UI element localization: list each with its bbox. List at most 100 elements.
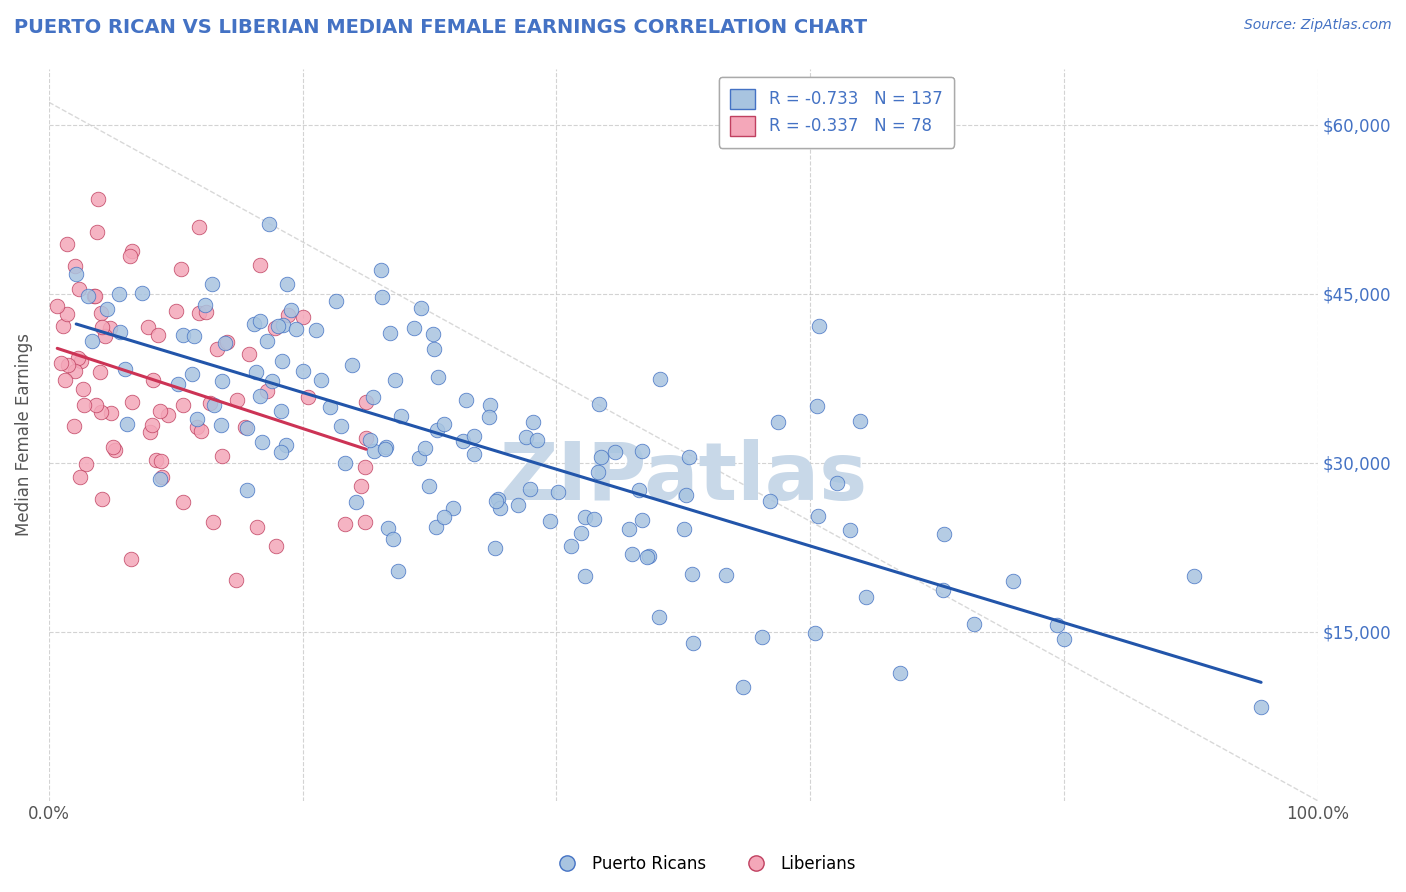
Point (370, 262, 392, 277)
Point (280, 302, 302, 317)
Point (344, 495, 367, 509)
Point (75, 457, 97, 471)
Point (291, 310, 314, 325)
Text: ZIPatlas: ZIPatlas (499, 440, 868, 517)
Point (107, 286, 129, 301)
Point (382, 533, 405, 547)
Text: PUERTO RICAN VS LIBERIAN MEDIAN FEMALE EARNINGS CORRELATION CHART: PUERTO RICAN VS LIBERIAN MEDIAN FEMALE E… (14, 18, 868, 37)
Point (418, 479, 440, 493)
Point (70, 353, 93, 368)
Point (340, 358, 363, 372)
Point (211, 417, 233, 432)
Point (131, 285, 153, 300)
Point (52, 318, 75, 333)
Point (519, 483, 541, 497)
Point (427, 370, 450, 384)
Point (98, 321, 121, 335)
Point (484, 541, 506, 555)
Point (1250, 699, 1272, 714)
Point (380, 326, 402, 340)
Point (371, 291, 394, 305)
Point (426, 423, 449, 437)
Point (648, 610, 671, 624)
Point (114, 361, 136, 376)
Point (333, 456, 356, 470)
Point (354, 394, 377, 409)
Point (72, 382, 94, 396)
Point (560, 539, 582, 553)
Point (115, 417, 138, 431)
Point (172, 494, 194, 508)
Point (515, 430, 537, 444)
Point (1053, 632, 1076, 647)
Point (238, 347, 260, 361)
Point (620, 548, 643, 562)
Point (456, 392, 478, 407)
Point (181, 368, 204, 382)
Point (138, 425, 160, 439)
Point (682, 636, 704, 650)
Point (236, 421, 259, 435)
Point (62, 418, 84, 433)
Point (65, 259, 87, 273)
Point (681, 566, 703, 581)
Point (264, 539, 287, 553)
Point (217, 334, 239, 349)
Point (963, 616, 986, 631)
Point (675, 488, 697, 502)
Point (319, 401, 342, 415)
Point (256, 384, 278, 398)
Point (101, 440, 124, 454)
Point (583, 512, 606, 526)
Point (266, 319, 288, 334)
Point (172, 327, 194, 342)
Point (605, 444, 627, 458)
Point (80, 334, 103, 348)
Point (305, 323, 328, 337)
Point (201, 277, 224, 292)
Point (86, 225, 108, 239)
Point (87, 193, 110, 207)
Point (733, 681, 755, 695)
Point (387, 564, 409, 578)
Point (141, 417, 163, 432)
Point (433, 510, 456, 524)
Point (285, 321, 308, 335)
Point (384, 373, 406, 387)
Point (934, 527, 956, 541)
Point (374, 442, 396, 457)
Point (138, 320, 160, 334)
Point (53, 373, 76, 387)
Point (100, 406, 122, 420)
Point (249, 389, 271, 403)
Point (408, 450, 430, 465)
Point (225, 574, 247, 588)
Point (631, 444, 654, 458)
Point (538, 514, 561, 528)
Point (374, 441, 396, 455)
Point (637, 549, 659, 563)
Point (363, 443, 385, 458)
Point (149, 404, 172, 418)
Point (1001, 574, 1024, 589)
Point (202, 516, 225, 530)
Point (83, 288, 105, 302)
Point (479, 399, 502, 413)
Point (270, 404, 292, 418)
Point (198, 396, 221, 410)
Point (236, 483, 259, 497)
Point (214, 335, 236, 350)
Point (276, 277, 298, 291)
Point (433, 417, 456, 432)
Point (142, 373, 165, 387)
Point (423, 343, 446, 357)
Point (246, 520, 269, 534)
Point (1046, 618, 1069, 632)
Point (149, 472, 172, 486)
Point (350, 479, 373, 493)
Point (309, 373, 332, 387)
Point (170, 262, 193, 277)
Point (167, 376, 190, 391)
Point (931, 583, 953, 598)
Point (361, 390, 384, 404)
